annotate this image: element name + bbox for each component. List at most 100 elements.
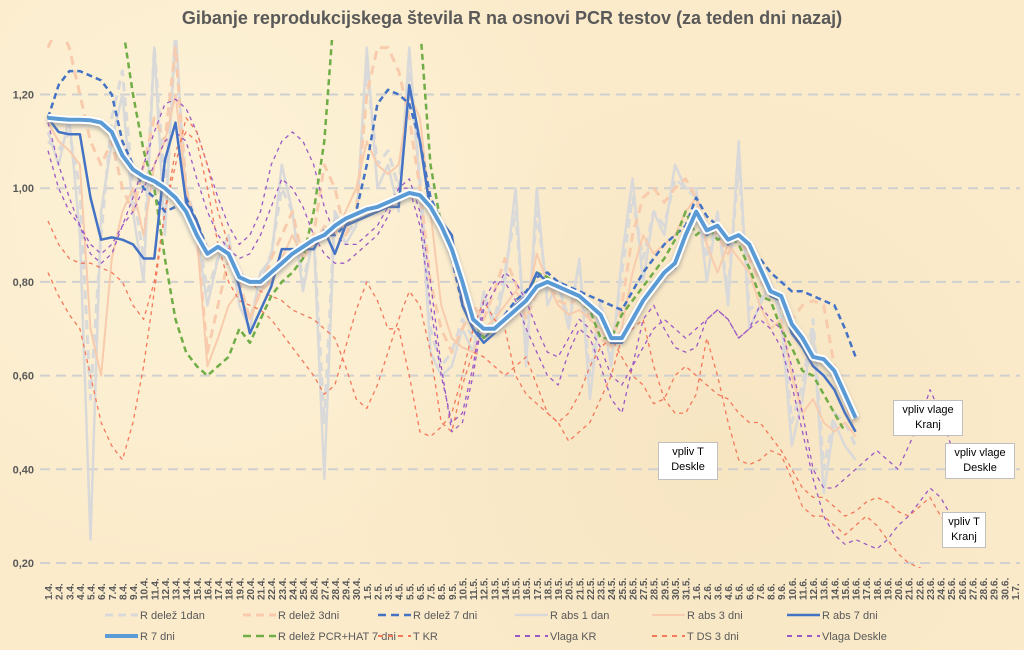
series-line-t-ds-3-dni [47,117,952,531]
x-tick-label: 11.6. [798,578,809,600]
x-tick-label: 23.4. [278,578,289,600]
series-line-t-kr [47,131,941,568]
x-tick-label: 13.6. [820,578,831,600]
x-tick-label: 23.6. [926,578,937,600]
x-tick-label: 14.5. [501,578,512,600]
chart-title: Gibanje reprodukcijskega števila R na os… [181,8,843,28]
x-tick-label: 1.6. [692,583,703,600]
x-tick-label: 15.6. [841,578,852,600]
x-tick-label: 25.4. [299,578,310,600]
y-tick-label: 0,80 [13,277,34,289]
x-tick-label: 3.4. [65,583,76,600]
legend-label: T KR [413,631,438,643]
x-tick-label: 11.4. [150,578,161,600]
x-tick-label: 29.5. [660,578,671,600]
x-tick-label: 11.5. [469,578,480,600]
legend-label: R abs 7 dni [822,610,878,622]
x-tick-label: 30.6. [1000,578,1011,600]
x-tick-label: 2.4. [55,583,66,600]
x-tick-label: 19.4. [235,578,246,600]
x-tick-label: 14.4. [182,578,193,600]
x-tick-label: 25.5. [618,578,629,600]
x-tick-label: 13.4. [172,578,183,600]
x-tick-label: 24.5. [607,578,618,600]
x-tick-label: 18.5. [543,578,554,600]
x-tick-label: 20.5. [565,578,576,600]
series-line-vlaga-deskle [47,131,952,550]
x-tick-label: 14.6. [830,578,841,600]
x-tick-label: 7.6. [756,583,767,600]
x-tick-label: 5.4. [87,583,98,600]
legend-label: R delež 7 dni [413,610,477,622]
x-tick-label: 17.4. [214,578,225,600]
x-tick-label: 1.4. [44,583,55,600]
x-tick-label: 6.6. [745,583,756,600]
y-tick-label: 0,60 [13,371,34,383]
legend-label: Vlaga KR [550,631,597,643]
legend-label: R abs 1 dan [550,610,609,622]
x-tick-label: 22.5. [586,578,597,600]
x-tick-label: 9.6. [777,583,788,600]
x-tick-label: 13.5. [490,578,501,600]
x-tick-label: 4.5. [395,583,406,600]
legend-label: R abs 3 dni [687,610,743,622]
x-tick-label: 18.4. [225,578,236,600]
legend-label: T DS 3 dni [687,631,739,643]
series-line-r-7-dni [47,115,858,419]
x-tick-label: 30.5. [671,578,682,600]
y-tick-label: 0,40 [13,464,34,476]
x-tick-label: 18.6. [873,578,884,600]
x-tick-label: 29.4. [342,578,353,600]
x-tick-label: 31.5. [682,578,693,600]
x-tick-label: 27.6. [968,578,979,600]
y-tick-label: 1,20 [13,90,34,102]
x-tick-label: 23.5. [597,578,608,600]
annotation-vpliv-vlage-kranj: vpliv vlage Kranj [893,400,963,436]
x-tick-label: 28.6. [979,578,990,600]
x-tick-label: 2.5. [373,583,384,600]
annotation-vpliv-t-deskle: vpliv T Deskle [658,442,718,480]
x-tick-label: 9.5. [448,583,459,600]
x-tick-label: 3.5. [384,583,395,600]
series-line-r-dele-pcr-hat-7-dni [123,40,847,433]
x-tick-label: 6.4. [97,583,108,600]
x-tick-label: 21.5. [575,578,586,600]
x-tick-label: 9.4. [129,583,140,600]
x-tick-label: 25.6. [947,578,958,600]
x-tick-label: 4.6. [724,583,735,600]
x-tick-label: 19.6. [883,578,894,600]
x-tick-label: 16.4. [203,578,214,600]
legend-label: R 7 dni [140,631,175,643]
x-tick-label: 21.6. [905,578,916,600]
x-tick-label: 26.5. [628,578,639,600]
annotation-vpliv-t-kranj: vpliv T Kranj [942,512,986,548]
x-tick-label: 12.4. [161,578,172,600]
x-tick-label: 8.4. [118,583,129,600]
x-tick-label: 7.5. [427,583,438,600]
x-tick-label: 20.4. [246,578,257,600]
x-tick-label: 26.6. [958,578,969,600]
x-tick-label: 2.6. [703,583,714,600]
x-tick-label: 28.4. [331,578,342,600]
x-tick-label: 10.6. [788,578,799,600]
x-tick-label: 12.6. [809,578,820,600]
x-tick-label: 30.4. [352,578,363,600]
x-tick-label: 17.5. [533,578,544,600]
x-tick-label: 10.5. [458,578,469,600]
x-tick-label: 19.5. [554,578,565,600]
series-line-r-abs-3-dni [47,93,857,438]
legend-label: R delež 1dan [140,610,205,622]
x-tick-label: 5.5. [405,583,416,600]
x-tick-label: 29.6. [990,578,1001,600]
x-tick-label: 15.5. [512,578,523,600]
x-tick-label: 21.4. [257,578,268,600]
x-tick-label: 20.6. [894,578,905,600]
x-tick-label: 17.6. [862,578,873,600]
legend-label: R delež PCR+HAT 7 dni [278,631,396,643]
legend-label: Vlaga Deskle [822,631,887,643]
x-tick-label: 24.4. [288,578,299,600]
x-tick-label: 4.4. [76,583,87,600]
x-tick-label: 5.6. [735,583,746,600]
x-tick-label: 3.6. [713,583,724,600]
